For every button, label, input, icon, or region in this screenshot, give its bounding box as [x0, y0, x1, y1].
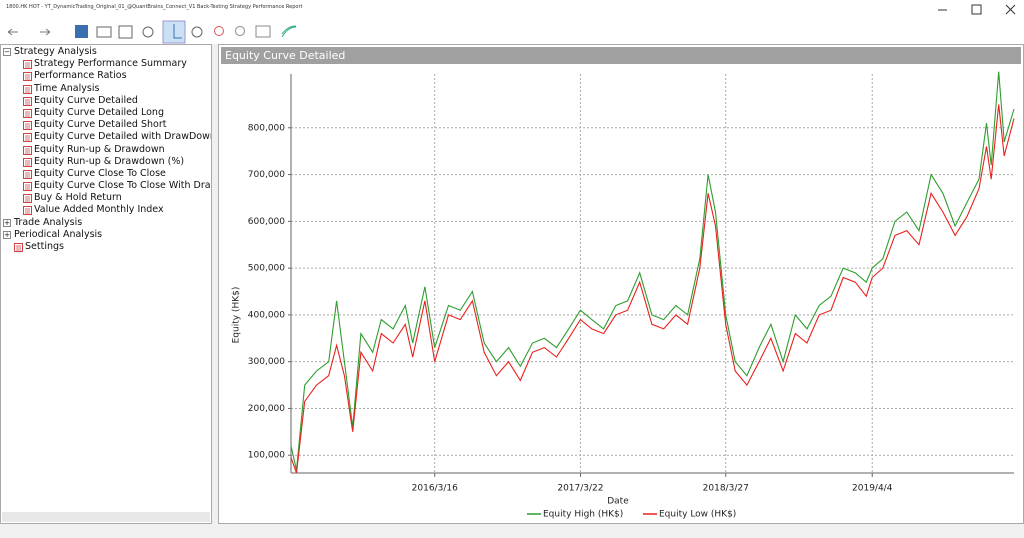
toolbar — [0, 20, 1024, 44]
export-button[interactable] — [96, 26, 112, 38]
maximize-button[interactable] — [971, 4, 982, 15]
x-tick-label: 2017/3/22 — [557, 484, 603, 494]
print-button[interactable] — [118, 25, 133, 39]
node-label: Equity Run-up & Drawdown (%) — [34, 155, 185, 167]
report-panel: Equity Curve Detailed Equity (HK$) Date … — [218, 44, 1024, 524]
pan-button[interactable] — [191, 26, 203, 38]
x-axis-label: Date — [607, 497, 629, 507]
node-icon — [23, 84, 32, 94]
x-tick-label: 2016/3/16 — [412, 484, 458, 494]
node-icon — [23, 145, 32, 155]
y-tick-label: 600,000 — [248, 217, 285, 227]
panel-title: Equity Curve Detailed — [221, 47, 1021, 64]
navigation-panel: − Strategy Analysis Strategy Performance S… — [0, 44, 212, 524]
node-icon — [23, 96, 32, 106]
y-tick-label: 100,000 — [248, 451, 285, 461]
y-tick-label: 400,000 — [248, 310, 285, 320]
node-label: Value Added Monthly Index — [34, 204, 164, 216]
series-line — [290, 71, 1015, 471]
expander[interactable]: + — [3, 218, 11, 227]
y-tick-label: 200,000 — [248, 404, 285, 414]
legend-label: Equity High (HK$) — [543, 510, 623, 520]
node-label: Strategy Performance Summary — [34, 58, 187, 70]
node-icon — [23, 133, 32, 143]
node-label: Performance Ratios — [34, 70, 127, 82]
legend-label: Equity Low (HK$) — [659, 510, 736, 520]
save-button[interactable] — [75, 25, 88, 38]
node-label: Equity Curve Detailed with DrawDown — [34, 131, 212, 143]
node-icon — [23, 206, 32, 216]
node-label: Settings — [25, 241, 64, 252]
node-icon — [14, 243, 23, 252]
settings-button[interactable] — [142, 26, 154, 38]
x-tick-label: 2018/3/27 — [703, 484, 749, 494]
node-label: Buy & Hold Return — [34, 192, 122, 204]
chart-style-button[interactable] — [281, 25, 297, 38]
node-label: Periodical Analysis — [14, 228, 103, 240]
node-label: Equity Curve Detailed Long — [34, 106, 164, 118]
x-tick-label: 2019/4/4 — [852, 484, 893, 494]
y-axis-label: Equity (HK$) — [232, 287, 242, 344]
title-bar: 1800.HK HOT - YT_DynamicTrading_Original… — [0, 0, 1024, 20]
window-title: 1800.HK HOT - YT_DynamicTrading_Original… — [6, 4, 303, 10]
node-icon — [23, 72, 32, 82]
fit-button[interactable] — [255, 25, 271, 38]
y-tick-label: 700,000 — [248, 170, 285, 180]
node-icon — [23, 60, 32, 70]
series-line — [290, 104, 1015, 474]
expander[interactable]: − — [3, 48, 11, 56]
window-controls — [938, 4, 1016, 15]
node-icon — [23, 194, 32, 204]
node-icon — [23, 182, 32, 192]
y-tick-label: 300,000 — [248, 357, 285, 367]
toolbar-icons — [7, 20, 297, 44]
expander[interactable]: + — [3, 230, 11, 239]
node-label: Equity Curve Close To Close — [34, 167, 166, 179]
node-icon — [23, 157, 32, 167]
node-label: Equity Curve Close To Close With Drawdow… — [34, 180, 211, 192]
node-label: Trade Analysis — [14, 216, 83, 228]
node-label: Time Analysis — [34, 82, 100, 94]
y-tick-label: 800,000 — [248, 123, 285, 133]
node-label: Strategy Analysis — [14, 46, 97, 57]
close-button[interactable] — [1005, 4, 1016, 15]
back-button[interactable] — [7, 28, 18, 36]
horizontal-scrollbar[interactable] — [2, 512, 210, 522]
zoom-in-button[interactable] — [214, 26, 224, 36]
node-label: Equity Curve Detailed — [34, 94, 138, 106]
node-label: Equity Curve Detailed Short — [34, 119, 167, 131]
node-label: Equity Run-up & Drawdown — [34, 143, 165, 155]
node-icon — [23, 169, 32, 179]
zoom-out-button[interactable] — [235, 26, 245, 36]
chart: Equity (HK$) Date 100,000 200,000 300,000 4… — [232, 71, 1015, 520]
node-icon — [23, 108, 32, 118]
node-icon — [23, 121, 32, 131]
y-tick-label: 500,000 — [248, 264, 285, 274]
forward-button[interactable] — [40, 28, 51, 36]
